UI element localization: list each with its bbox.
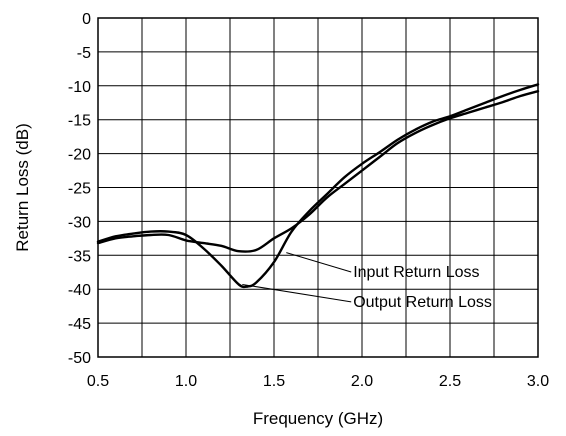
y-tick-label: -10: [68, 79, 91, 96]
series-lines: [96, 83, 540, 289]
x-tick-label: 0.5: [87, 373, 109, 390]
y-tick-label: -35: [68, 248, 91, 265]
annotation-label: Input Return Loss: [353, 264, 479, 281]
annotation-leader-line: [242, 283, 352, 303]
y-tick-label: -15: [68, 113, 91, 130]
annotations: Input Return Loss Output Return Loss: [242, 252, 492, 311]
y-tick-labels: 0 -5 -10 -15 -20 -25 -30 -35 -40 -45 -50: [68, 11, 91, 367]
y-tick-label: -45: [68, 316, 91, 333]
x-tick-label: 1.0: [175, 373, 197, 390]
y-tick-label: -5: [77, 45, 91, 62]
y-tick-label: -30: [68, 214, 91, 231]
x-axis-title: Frequency (GHz): [253, 409, 383, 428]
x-tick-labels: 0.5 1.0 1.5 2.0 2.5 3.0: [87, 373, 549, 390]
y-tick-label: -20: [68, 147, 91, 164]
series-line-input-return-loss: [96, 90, 540, 253]
series-line-output-return-loss: [96, 83, 540, 289]
y-tick-label: -50: [68, 350, 91, 367]
x-tick-label: 1.5: [263, 373, 285, 390]
y-tick-label: -25: [68, 181, 91, 198]
y-tick-label: -40: [68, 282, 91, 299]
x-tick-label: 2.5: [439, 373, 461, 390]
x-tick-label: 2.0: [351, 373, 373, 390]
annotation-label: Output Return Loss: [353, 294, 492, 311]
plot-frame: [97, 17, 539, 358]
y-axis-title: Return Loss (dB): [13, 123, 32, 252]
x-tick-label: 3.0: [527, 373, 549, 390]
y-tick-label: 0: [82, 11, 91, 28]
annotation-leader-line: [286, 252, 352, 273]
